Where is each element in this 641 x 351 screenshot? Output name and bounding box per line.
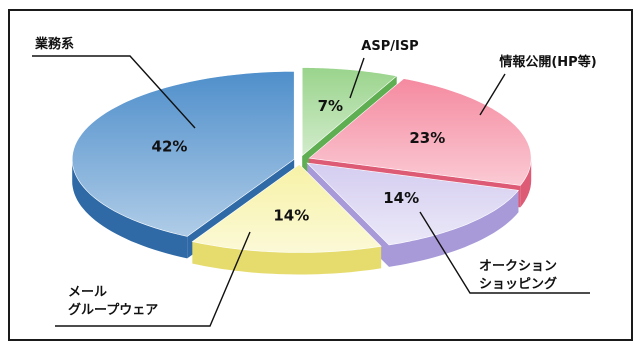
category-label-0: ASP/ISP <box>361 39 418 54</box>
category-label-1: 情報公開(HP等) <box>499 54 596 70</box>
category-label-4: 業務系 <box>34 36 74 52</box>
category-label-3: メールグループウェア <box>68 285 158 318</box>
slice-value-label-3: 14% <box>273 206 309 224</box>
slice-value-label-4: 42% <box>152 138 188 156</box>
category-label-2: オークションショッピング <box>479 259 557 292</box>
slice-value-label-0: 7% <box>318 97 343 115</box>
slice-value-label-1: 23% <box>409 129 445 147</box>
slice-value-label-2: 14% <box>383 189 419 207</box>
